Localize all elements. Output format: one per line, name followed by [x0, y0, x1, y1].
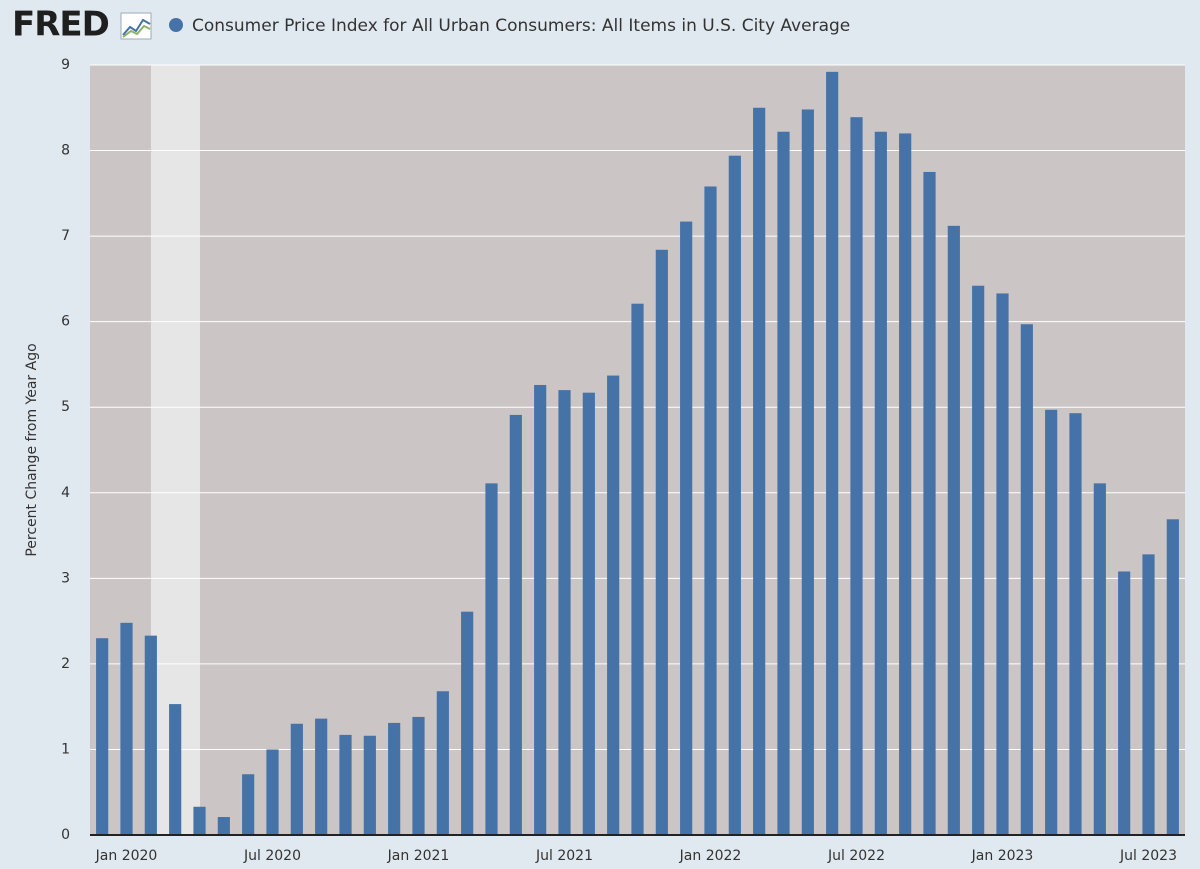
bar: [996, 293, 1009, 835]
bar: [363, 735, 376, 835]
y-tick-label: 3: [61, 570, 70, 586]
bar: [1118, 571, 1131, 835]
bar: [120, 622, 133, 835]
bar: [1093, 483, 1106, 835]
y-tick-label: 6: [61, 314, 70, 330]
bar: [461, 611, 474, 835]
bar: [193, 806, 206, 835]
legend-marker: [169, 18, 183, 32]
y-tick-label: 8: [61, 143, 70, 159]
y-tick-label: 4: [61, 485, 70, 501]
bar: [728, 155, 741, 835]
bar: [582, 392, 595, 835]
bar: [534, 384, 547, 835]
x-tick-label: Jul 2021: [535, 848, 593, 864]
bar: [1069, 413, 1082, 835]
bar: [923, 171, 936, 835]
bar: [412, 716, 425, 835]
legend-label: Consumer Price Index for All Urban Consu…: [192, 16, 850, 36]
x-tick-label: Jan 2020: [95, 848, 158, 864]
bar: [704, 186, 717, 835]
y-axis-label: Percent Change from Year Ago: [24, 343, 40, 556]
logo-icon: [120, 12, 152, 40]
bar: [217, 817, 230, 835]
bar: [1020, 324, 1033, 835]
bar: [436, 691, 449, 835]
logo: FRED: [12, 5, 109, 45]
bar: [242, 774, 255, 835]
bar: [826, 71, 839, 836]
y-tick-label: 1: [61, 741, 70, 757]
y-tick-label: 7: [61, 228, 70, 244]
bar: [290, 723, 303, 835]
bar: [509, 414, 522, 835]
bar: [96, 638, 109, 835]
bar: [558, 390, 571, 835]
bar: [655, 249, 668, 836]
bar: [899, 133, 912, 835]
x-tick-label: Jul 2020: [243, 848, 301, 864]
x-tick-label: Jan 2023: [971, 848, 1034, 864]
bar: [144, 635, 157, 835]
bar: [315, 718, 328, 835]
bar: [874, 131, 887, 835]
bar: [801, 109, 814, 835]
bar: [169, 704, 182, 835]
bar: [266, 749, 279, 835]
bar: [339, 734, 352, 835]
bar: [972, 285, 985, 835]
bar: [607, 375, 620, 835]
bar: [388, 722, 401, 835]
bar: [1045, 409, 1058, 835]
x-tick-label: Jan 2022: [679, 848, 742, 864]
y-tick-label: 9: [61, 57, 70, 73]
bar: [680, 221, 693, 836]
x-tick-label: Jul 2023: [1119, 848, 1177, 864]
y-tick-label: 5: [61, 399, 70, 415]
bar: [485, 483, 498, 835]
y-tick-label: 2: [61, 656, 70, 672]
bar: [631, 303, 644, 835]
x-tick-label: Jul 2022: [827, 848, 885, 864]
bar: [753, 107, 766, 836]
bar: [850, 117, 863, 835]
bar: [777, 131, 790, 835]
y-tick-label: 0: [61, 827, 70, 843]
bar: [1142, 554, 1155, 835]
bar: [1166, 519, 1179, 835]
bar: [947, 225, 960, 835]
x-tick-label: Jan 2021: [387, 848, 450, 864]
